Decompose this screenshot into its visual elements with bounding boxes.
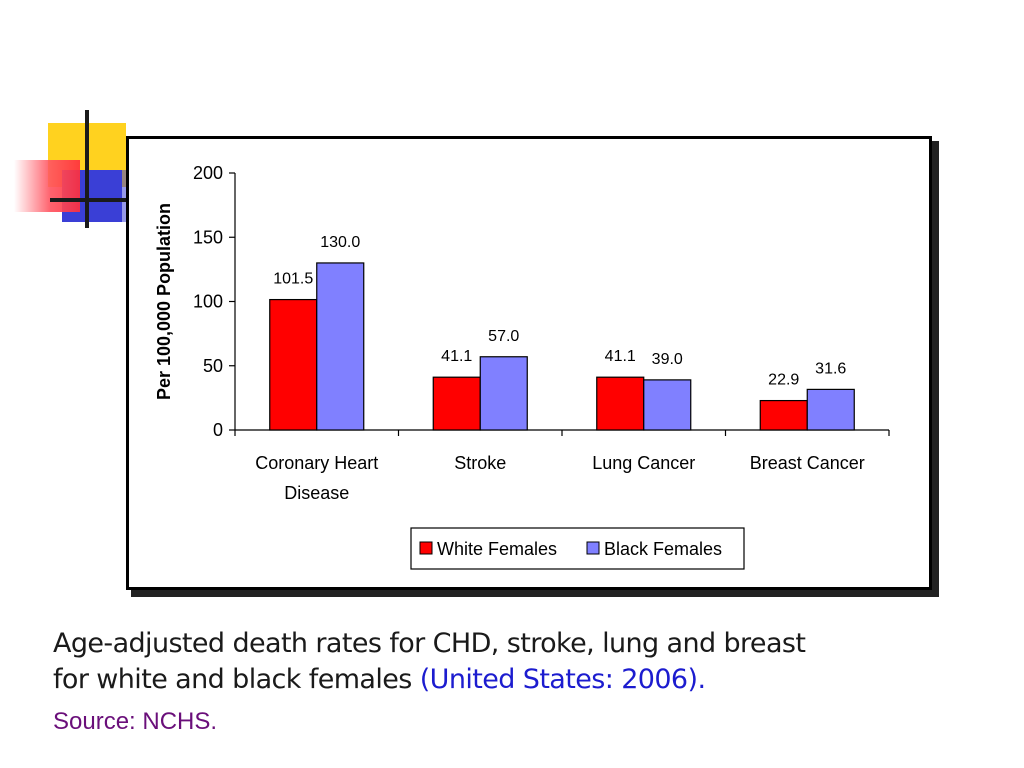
caption-line-2: for white and black females bbox=[53, 664, 420, 695]
decor-horizontal-line bbox=[50, 198, 130, 202]
decor-vertical-line bbox=[85, 110, 89, 228]
source-note: Source: NCHS. bbox=[53, 708, 218, 735]
caption-line-1: Age-adjusted death rates for CHD, stroke… bbox=[53, 628, 806, 659]
legend-swatch bbox=[586, 541, 600, 555]
x-category-label: Stroke bbox=[454, 453, 506, 473]
data-label: 130.0 bbox=[320, 234, 360, 251]
data-label: 22.9 bbox=[768, 372, 799, 389]
legend-label: Black Females bbox=[604, 539, 722, 559]
data-label: 57.0 bbox=[488, 328, 519, 345]
caption: Age-adjusted death rates for CHD, stroke… bbox=[53, 626, 1003, 698]
bar-black-females bbox=[806, 388, 855, 431]
bar-chart: 0 50 100 150 200 Per 100,000 Population 101.5 1… bbox=[154, 163, 890, 570]
y-tick-label: 100 bbox=[193, 292, 223, 312]
y-tick-label: 150 bbox=[193, 227, 223, 247]
x-category-label: Lung Cancer bbox=[592, 453, 695, 473]
bar-white-females bbox=[596, 376, 645, 431]
data-label: 101.5 bbox=[273, 271, 313, 288]
y-tick-label: 50 bbox=[203, 356, 223, 376]
legend-label: White Females bbox=[437, 539, 557, 559]
legend-box bbox=[410, 527, 745, 570]
x-category-label: Coronary Heart bbox=[255, 453, 378, 473]
y-axis-title: Per 100,000 Population bbox=[154, 203, 174, 400]
y-tick-label: 0 bbox=[213, 420, 223, 440]
y-tick-label: 200 bbox=[193, 163, 223, 183]
bar-white-females bbox=[432, 376, 481, 431]
chart-frame: 0 50 100 150 200 Per 100,000 Population 101.5 1… bbox=[126, 136, 932, 590]
legend-swatch bbox=[419, 541, 433, 555]
bar-black-females bbox=[643, 379, 692, 431]
caption-highlight: (United States: 2006). bbox=[419, 664, 706, 695]
data-label: 41.1 bbox=[441, 348, 472, 365]
bar-white-females bbox=[269, 298, 318, 431]
data-label: 31.6 bbox=[815, 360, 846, 377]
bar-black-females bbox=[479, 356, 528, 431]
x-category-label: Breast Cancer bbox=[750, 453, 865, 473]
x-category-label: Disease bbox=[284, 483, 349, 503]
bar-white-females bbox=[759, 399, 808, 431]
bar-black-females bbox=[316, 262, 365, 431]
data-label: 41.1 bbox=[605, 348, 636, 365]
decor-red-square bbox=[14, 160, 80, 212]
data-label: 39.0 bbox=[652, 351, 683, 368]
